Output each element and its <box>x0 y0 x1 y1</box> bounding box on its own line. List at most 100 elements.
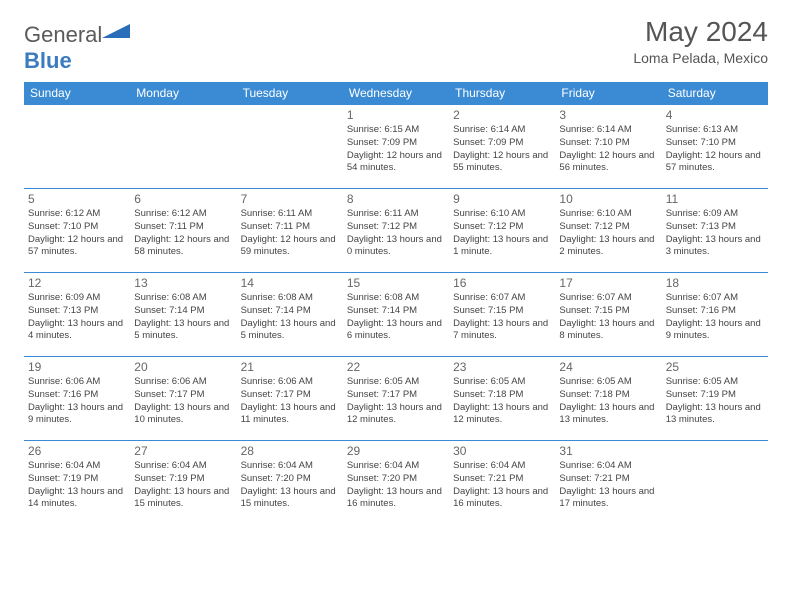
day-info: Sunrise: 6:05 AMSunset: 7:18 PMDaylight:… <box>453 376 551 427</box>
title-block: May 2024 Loma Pelada, Mexico <box>633 16 768 66</box>
day-info: Sunrise: 6:09 AMSunset: 7:13 PMDaylight:… <box>666 208 764 259</box>
day-number: 18 <box>666 276 764 290</box>
logo: GeneralBlue <box>24 16 130 74</box>
day-info: Sunrise: 6:13 AMSunset: 7:10 PMDaylight:… <box>666 124 764 175</box>
day-info: Sunrise: 6:07 AMSunset: 7:15 PMDaylight:… <box>559 292 657 343</box>
calendar-cell: 9 Sunrise: 6:10 AMSunset: 7:12 PMDaylight… <box>449 189 555 273</box>
day-info: Sunrise: 6:08 AMSunset: 7:14 PMDaylight:… <box>241 292 339 343</box>
calendar-cell: 26 Sunrise: 6:04 AMSunset: 7:19 PMDayligh… <box>24 441 130 525</box>
calendar-cell <box>237 105 343 189</box>
weekday-header-row: SundayMondayTuesdayWednesdayThursdayFrid… <box>24 82 768 105</box>
calendar-cell: 5 Sunrise: 6:12 AMSunset: 7:10 PMDaylight… <box>24 189 130 273</box>
day-info: Sunrise: 6:04 AMSunset: 7:20 PMDaylight:… <box>241 460 339 511</box>
day-info: Sunrise: 6:06 AMSunset: 7:17 PMDaylight:… <box>241 376 339 427</box>
calendar-cell: 2 Sunrise: 6:14 AMSunset: 7:09 PMDaylight… <box>449 105 555 189</box>
calendar-cell <box>662 441 768 525</box>
calendar-cell: 30Sunrise: 6:04 AMSunset: 7:21 PMDayligh… <box>449 441 555 525</box>
day-info: Sunrise: 6:10 AMSunset: 7:12 PMDaylight:… <box>453 208 551 259</box>
calendar-cell: 8 Sunrise: 6:11 AMSunset: 7:12 PMDaylight… <box>343 189 449 273</box>
calendar-cell: 21 Sunrise: 6:06 AMSunset: 7:17 PMDayligh… <box>237 357 343 441</box>
day-number: 9 <box>453 192 551 206</box>
calendar-row: 1Sunrise: 6:15 AMSunset: 7:09 PMDaylight… <box>24 105 768 189</box>
day-number: 19 <box>28 360 126 374</box>
day-info: Sunrise: 6:07 AMSunset: 7:15 PMDaylight:… <box>453 292 551 343</box>
calendar-table: SundayMondayTuesdayWednesdayThursdayFrid… <box>24 82 768 525</box>
calendar-cell: 13Sunrise: 6:08 AMSunset: 7:14 PMDayligh… <box>130 273 236 357</box>
calendar-row: 5 Sunrise: 6:12 AMSunset: 7:10 PMDaylight… <box>24 189 768 273</box>
day-info: Sunrise: 6:05 AMSunset: 7:19 PMDaylight:… <box>666 376 764 427</box>
month-title: May 2024 <box>633 16 768 48</box>
day-number: 11 <box>666 192 764 206</box>
day-number: 24 <box>559 360 657 374</box>
day-number: 21 <box>241 360 339 374</box>
day-info: Sunrise: 6:06 AMSunset: 7:16 PMDaylight:… <box>28 376 126 427</box>
day-number: 16 <box>453 276 551 290</box>
day-info: Sunrise: 6:06 AMSunset: 7:17 PMDaylight:… <box>134 376 232 427</box>
calendar-cell: 23Sunrise: 6:05 AMSunset: 7:18 PMDayligh… <box>449 357 555 441</box>
calendar-cell: 31 Sunrise: 6:04 AMSunset: 7:21 PMDayligh… <box>555 441 661 525</box>
day-number: 26 <box>28 444 126 458</box>
calendar-cell: 4Sunrise: 6:13 AMSunset: 7:10 PMDaylight… <box>662 105 768 189</box>
day-number: 29 <box>347 444 445 458</box>
day-number: 5 <box>28 192 126 206</box>
calendar-cell: 12Sunrise: 6:09 AMSunset: 7:13 PMDayligh… <box>24 273 130 357</box>
calendar-cell: 6 Sunrise: 6:12 AMSunset: 7:11 PMDaylight… <box>130 189 236 273</box>
calendar-row: 19 Sunrise: 6:06 AMSunset: 7:16 PMDayligh… <box>24 357 768 441</box>
logo-text-1: General <box>24 22 102 47</box>
calendar-cell: 14 Sunrise: 6:08 AMSunset: 7:14 PMDayligh… <box>237 273 343 357</box>
logo-triangle-icon <box>102 24 130 42</box>
calendar-cell: 17 Sunrise: 6:07 AMSunset: 7:15 PMDayligh… <box>555 273 661 357</box>
calendar-cell: 24 Sunrise: 6:05 AMSunset: 7:18 PMDayligh… <box>555 357 661 441</box>
calendar-cell: 29Sunrise: 6:04 AMSunset: 7:20 PMDayligh… <box>343 441 449 525</box>
day-info: Sunrise: 6:10 AMSunset: 7:12 PMDaylight:… <box>559 208 657 259</box>
day-info: Sunrise: 6:11 AMSunset: 7:11 PMDaylight:… <box>241 208 339 259</box>
weekday-header: Sunday <box>24 82 130 105</box>
calendar-cell: 22 Sunrise: 6:05 AMSunset: 7:17 PMDayligh… <box>343 357 449 441</box>
calendar-cell: 7 Sunrise: 6:11 AMSunset: 7:11 PMDaylight… <box>237 189 343 273</box>
day-number: 14 <box>241 276 339 290</box>
day-info: Sunrise: 6:05 AMSunset: 7:18 PMDaylight:… <box>559 376 657 427</box>
day-info: Sunrise: 6:12 AMSunset: 7:11 PMDaylight:… <box>134 208 232 259</box>
day-info: Sunrise: 6:12 AMSunset: 7:10 PMDaylight:… <box>28 208 126 259</box>
day-number: 20 <box>134 360 232 374</box>
day-info: Sunrise: 6:14 AMSunset: 7:09 PMDaylight:… <box>453 124 551 175</box>
day-info: Sunrise: 6:08 AMSunset: 7:14 PMDaylight:… <box>347 292 445 343</box>
calendar-cell: 15 Sunrise: 6:08 AMSunset: 7:14 PMDayligh… <box>343 273 449 357</box>
header: GeneralBlue May 2024 Loma Pelada, Mexico <box>24 16 768 74</box>
calendar-cell: 18 Sunrise: 6:07 AMSunset: 7:16 PMDayligh… <box>662 273 768 357</box>
calendar-row: 26 Sunrise: 6:04 AMSunset: 7:19 PMDayligh… <box>24 441 768 525</box>
day-number: 22 <box>347 360 445 374</box>
day-number: 7 <box>241 192 339 206</box>
day-info: Sunrise: 6:04 AMSunset: 7:21 PMDaylight:… <box>559 460 657 511</box>
day-info: Sunrise: 6:04 AMSunset: 7:19 PMDaylight:… <box>28 460 126 511</box>
calendar-cell: 11 Sunrise: 6:09 AMSunset: 7:13 PMDayligh… <box>662 189 768 273</box>
weekday-header: Thursday <box>449 82 555 105</box>
calendar-cell <box>130 105 236 189</box>
day-number: 6 <box>134 192 232 206</box>
day-info: Sunrise: 6:09 AMSunset: 7:13 PMDaylight:… <box>28 292 126 343</box>
day-number: 3 <box>559 108 657 122</box>
logo-text: GeneralBlue <box>24 22 130 74</box>
day-number: 10 <box>559 192 657 206</box>
day-number: 13 <box>134 276 232 290</box>
day-info: Sunrise: 6:04 AMSunset: 7:21 PMDaylight:… <box>453 460 551 511</box>
day-number: 15 <box>347 276 445 290</box>
day-info: Sunrise: 6:07 AMSunset: 7:16 PMDaylight:… <box>666 292 764 343</box>
calendar-cell: 10 Sunrise: 6:10 AMSunset: 7:12 PMDayligh… <box>555 189 661 273</box>
day-number: 25 <box>666 360 764 374</box>
day-info: Sunrise: 6:11 AMSunset: 7:12 PMDaylight:… <box>347 208 445 259</box>
calendar-cell: 20 Sunrise: 6:06 AMSunset: 7:17 PMDayligh… <box>130 357 236 441</box>
weekday-header: Monday <box>130 82 236 105</box>
day-number: 1 <box>347 108 445 122</box>
day-number: 2 <box>453 108 551 122</box>
weekday-header: Tuesday <box>237 82 343 105</box>
day-number: 27 <box>134 444 232 458</box>
calendar-cell: 16 Sunrise: 6:07 AMSunset: 7:15 PMDayligh… <box>449 273 555 357</box>
calendar-cell: 28Sunrise: 6:04 AMSunset: 7:20 PMDayligh… <box>237 441 343 525</box>
day-number: 17 <box>559 276 657 290</box>
day-info: Sunrise: 6:05 AMSunset: 7:17 PMDaylight:… <box>347 376 445 427</box>
day-number: 31 <box>559 444 657 458</box>
day-number: 8 <box>347 192 445 206</box>
day-info: Sunrise: 6:14 AMSunset: 7:10 PMDaylight:… <box>559 124 657 175</box>
calendar-cell: 19 Sunrise: 6:06 AMSunset: 7:16 PMDayligh… <box>24 357 130 441</box>
